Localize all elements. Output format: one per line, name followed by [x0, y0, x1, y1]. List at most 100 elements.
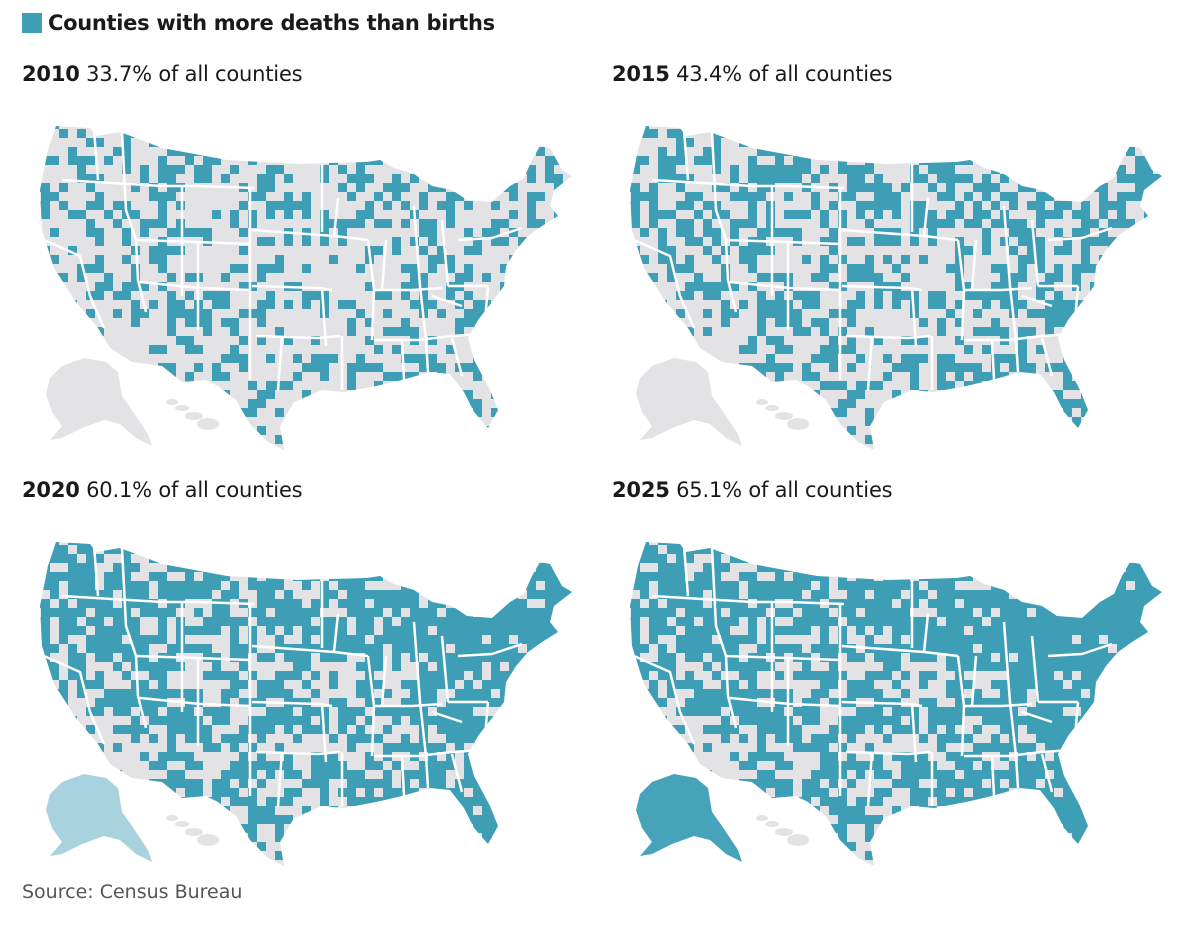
county-cell	[1108, 542, 1117, 545]
county-cell	[1126, 653, 1135, 662]
county-cell	[1009, 444, 1018, 450]
county-cell	[140, 126, 149, 129]
county-cell	[757, 770, 766, 779]
state-border	[964, 286, 1033, 292]
county-cell	[50, 590, 59, 599]
county-cell	[775, 300, 784, 309]
county-cell	[1009, 273, 1018, 282]
county-cell	[1027, 806, 1036, 815]
county-cell	[392, 662, 401, 671]
county-cell	[518, 842, 527, 851]
county-cell	[892, 291, 901, 300]
county-cell	[1099, 680, 1108, 689]
county-cell	[455, 192, 464, 201]
county-cell	[973, 662, 982, 671]
county-cell	[1018, 590, 1027, 599]
county-cell	[320, 617, 329, 626]
hawaii-island	[185, 828, 203, 836]
county-cell	[874, 291, 883, 300]
county-cell	[167, 851, 176, 860]
county-cell	[1090, 689, 1099, 698]
county-cell	[320, 129, 329, 138]
county-cell	[1054, 426, 1063, 435]
county-cell	[757, 327, 766, 336]
county-cell	[630, 183, 631, 192]
county-cell	[185, 707, 194, 716]
county-cell	[685, 345, 694, 354]
county-cell	[1099, 590, 1108, 599]
county-cell	[464, 126, 473, 129]
county-cell	[473, 426, 482, 435]
county-cell	[482, 435, 491, 444]
county-cell	[545, 680, 554, 689]
state-border	[276, 335, 284, 391]
county-cell	[901, 399, 910, 408]
county-cell	[1099, 147, 1108, 156]
county-cell	[1153, 734, 1162, 743]
county-cell	[793, 165, 802, 174]
county-cell	[518, 635, 527, 644]
county-cell	[239, 201, 248, 210]
county-cell	[374, 590, 383, 599]
county-cell	[892, 725, 901, 734]
county-cell	[937, 770, 946, 779]
county-cell	[892, 542, 901, 545]
county-cell	[1117, 545, 1126, 554]
county-cell	[1081, 246, 1090, 255]
county-cell	[730, 554, 739, 563]
county-cell	[919, 255, 928, 264]
county-cell	[176, 725, 185, 734]
county-cell	[1153, 336, 1162, 345]
county-cell	[883, 147, 892, 156]
county-cell	[883, 788, 892, 797]
county-cell	[419, 824, 428, 833]
county-cell	[964, 545, 973, 554]
county-cell	[847, 126, 856, 129]
county-cell	[383, 291, 392, 300]
county-cell	[820, 581, 829, 590]
county-cell	[536, 797, 545, 806]
county-cell	[473, 851, 482, 860]
county-cell	[77, 129, 86, 138]
county-cell	[509, 147, 518, 156]
county-cell	[347, 608, 356, 617]
county-cell	[77, 563, 86, 572]
county-cell	[946, 354, 955, 363]
county-cell	[248, 860, 257, 866]
county-cell	[946, 680, 955, 689]
county-cell	[356, 644, 365, 653]
county-cell	[1153, 698, 1162, 707]
county-cell	[221, 779, 230, 788]
county-cell	[811, 138, 820, 147]
county-cell	[1126, 806, 1135, 815]
county-cell	[122, 554, 131, 563]
county-cell	[248, 824, 257, 833]
county-cell	[176, 336, 185, 345]
county-cell	[428, 363, 437, 372]
county-cell	[856, 581, 865, 590]
county-cell	[347, 599, 356, 608]
county-cell	[158, 554, 167, 563]
county-cell	[203, 174, 212, 183]
county-cell	[40, 599, 41, 608]
county-cell	[455, 635, 464, 644]
county-cell	[104, 590, 113, 599]
hawaii-island	[185, 412, 203, 420]
county-cell	[95, 192, 104, 201]
county-cell	[77, 273, 86, 282]
county-cell	[892, 635, 901, 644]
county-cell	[158, 572, 167, 581]
county-cell	[991, 545, 1000, 554]
county-cell	[158, 680, 167, 689]
county-cell	[1108, 264, 1117, 273]
county-cell	[1126, 770, 1135, 779]
county-cell	[766, 779, 775, 788]
county-cell	[757, 716, 766, 725]
county-cell	[937, 572, 946, 581]
state-border	[400, 339, 406, 381]
county-cell	[793, 174, 802, 183]
county-cell	[910, 626, 919, 635]
county-cell	[802, 165, 811, 174]
county-cell	[185, 318, 194, 327]
legend-swatch	[22, 13, 42, 33]
